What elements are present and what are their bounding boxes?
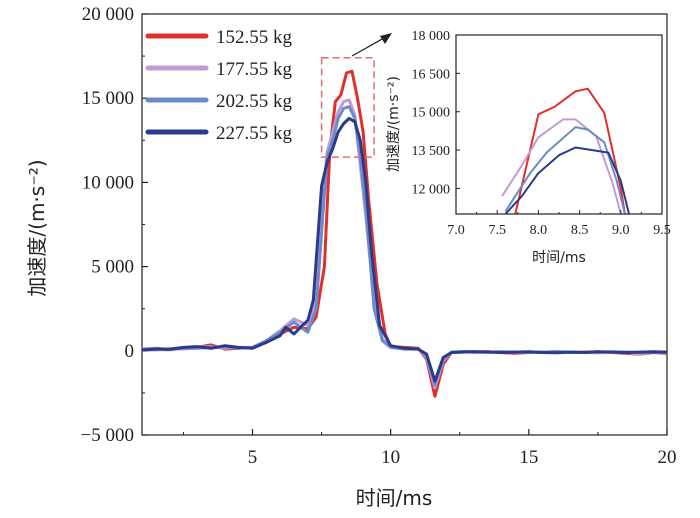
inset-y-tick-label: 13 500 [412,144,451,159]
x-tick-label: 20 [658,447,677,468]
inset-y-axis-title: 加速度/(m·s⁻²) [386,76,402,172]
inset-y-tick-label: 18 000 [412,29,451,44]
inset-series-line [504,126,626,214]
inset-x-tick-label: 7.5 [488,223,506,238]
inset-x-axis-title: 时间/ms [532,250,586,266]
inset-background [456,35,662,214]
inset-series-line [504,146,630,214]
x-axis-title: 时间/ms [356,486,433,510]
series-line [142,116,667,383]
y-tick-label: 10 000 [82,172,134,193]
inset-x-tick-label: 8.5 [571,223,589,238]
y-tick-label: 0 [125,341,135,362]
inset-x-tick-label: 8.0 [530,223,548,238]
y-tick-label: 15 000 [82,88,134,109]
legend-label: 202.55 kg [216,91,293,112]
inset-y-tick-label: 15 000 [412,106,451,121]
y-tick-label: −5 000 [81,425,134,446]
y-tick-label: 20 000 [82,4,134,25]
inset-series [501,87,630,214]
legend: 152.55 kg 177.55 kg 202.55 kg 227.55 kg [145,27,293,144]
inset-x-tick-label: 9.5 [653,223,671,238]
y-tick-label: 5 000 [91,257,134,278]
inset-series-line [501,118,622,214]
x-tick-label: 15 [519,447,538,468]
inset-x-tick-label: 9.0 [612,223,630,238]
inset-ticks: 7.0 7.5 8.0 8.5 9.0 9.5 12 000 13 500 15 000 16 5… [412,29,671,238]
zoom-region-box [320,57,375,158]
x-tick-label: 5 [248,447,258,468]
x-tick-label: 10 [381,447,400,468]
zoom-arrow-head [380,33,392,44]
inset-y-tick-label: 12 000 [412,182,451,197]
legend-label: 227.55 kg [216,123,293,144]
inset-y-tick-label: 16 500 [412,67,451,82]
main-ticks: 5 10 15 20 −5 000 0 5 000 10 000 15 000 20 000 [81,4,677,468]
legend-label: 177.55 kg [216,59,293,80]
zoom-arrow-line [351,37,385,57]
main-series [142,69,667,398]
y-axis-title: 加速度/(m·s⁻²) [25,159,49,296]
inset-x-tick-label: 7.0 [447,223,465,238]
legend-label: 152.55 kg [216,27,293,48]
